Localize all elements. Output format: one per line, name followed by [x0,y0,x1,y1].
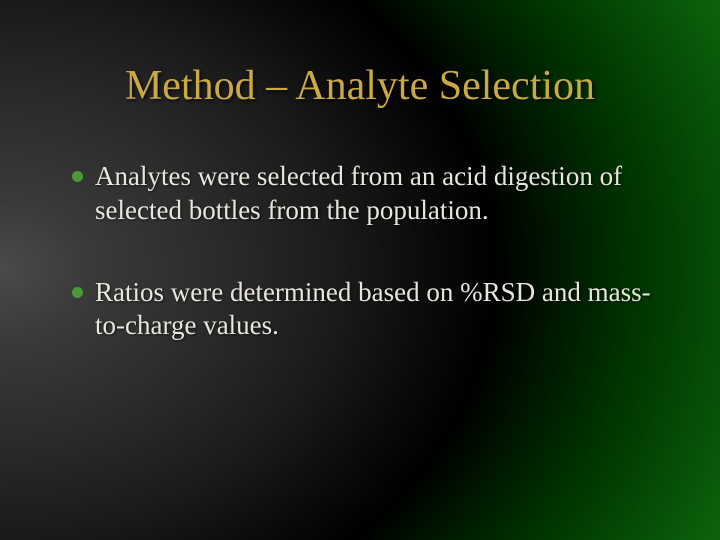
list-item: Analytes were selected from an acid dige… [72,160,660,228]
slide-body: Analytes were selected from an acid dige… [72,160,660,391]
bullet-icon [72,287,83,298]
bullet-text: Analytes were selected from an acid dige… [95,160,660,228]
slide-title: Method – Analyte Selection [0,62,720,110]
bullet-text: Ratios were determined based on %RSD and… [95,276,660,344]
bullet-icon [72,171,83,182]
slide: Method – Analyte Selection Analytes were… [0,0,720,540]
list-item: Ratios were determined based on %RSD and… [72,276,660,344]
